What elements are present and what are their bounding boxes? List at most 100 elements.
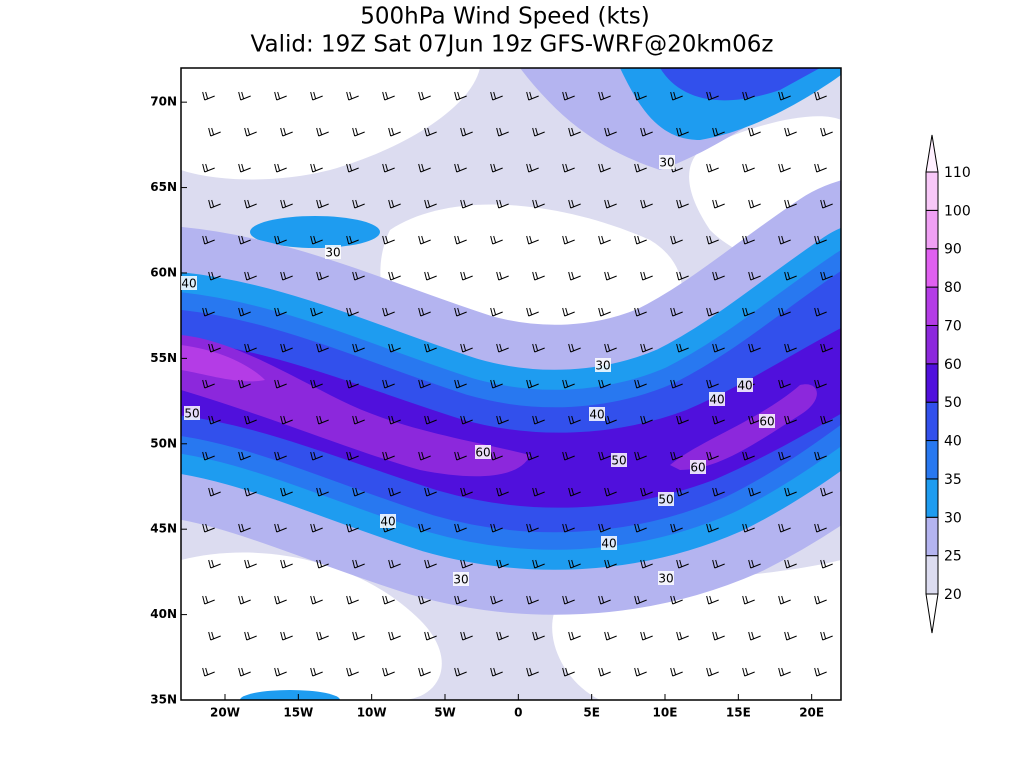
wind-barb [670,379,683,389]
wind-barb [562,163,575,173]
wind-barb [526,451,539,461]
wind-barb [238,307,251,317]
wind-barb [490,523,503,533]
wind-barb [388,199,401,209]
wind-barb [274,451,287,461]
wind-barb [202,667,215,677]
wind-barb [316,559,329,569]
contour-label: 40 [709,393,724,407]
colorbar-label: 70 [944,318,962,334]
wind-barb [748,487,761,497]
wind-barb [670,523,683,533]
wind-barb [676,199,689,209]
calm-area [181,552,442,700]
wind-barb [706,235,719,245]
wind-barb [490,667,503,677]
wind-barb [310,163,323,173]
wind-barb [604,559,617,569]
wind-barb [274,235,287,245]
wind-barb [208,487,221,497]
wind-barb [280,199,293,209]
wind-barb [244,559,257,569]
wind-barb [346,379,359,389]
wind-barb [634,91,647,101]
wind-barb [454,667,467,677]
contour-label: 30 [325,246,340,260]
contour-label: 30 [453,573,468,587]
wind-barb [568,415,581,425]
wind-barb [598,451,611,461]
wind-barb [274,667,287,677]
wind-barb [568,127,581,137]
contour-label: 40 [181,277,196,291]
x-tick-label: 20W [210,706,240,720]
wind-barb [712,487,725,497]
wind-barb [814,307,827,317]
wind-barb [352,415,365,425]
wind-barb [454,235,467,245]
wind-barb [460,487,473,497]
colorbar-label: 50 [944,395,962,411]
wind-barb [634,451,647,461]
wind-barb [316,271,329,281]
wind-barb [778,523,791,533]
contour-label-bg [595,358,611,372]
contour-label: 40 [601,537,616,551]
wind-barb [640,631,653,641]
wind-barb [748,271,761,281]
wind-barb [460,199,473,209]
contour-label-bg [759,414,775,428]
wind-barb [490,235,503,245]
wind-barb [712,631,725,641]
contour-label: 50 [611,454,626,468]
colorbar-extend-low [925,593,939,634]
x-tick-label: 10E [653,706,678,720]
wind-barb [784,199,797,209]
wind-barb [532,271,545,281]
wind-barb [784,487,797,497]
wind-barb [604,631,617,641]
x-tick-label: 5E [583,706,600,720]
wind-barb [670,667,683,677]
wind-barb [820,559,833,569]
wind-barb [562,307,575,317]
wind-barb [814,595,827,605]
wind-barb [820,343,833,353]
wind-barb [352,343,365,353]
wind-barb [424,487,437,497]
colorbar-box [925,555,939,595]
wind-barb [460,415,473,425]
wind-barb [496,415,509,425]
wind-barb [208,343,221,353]
wind-barb [418,163,431,173]
wind-barb [784,271,797,281]
wind-barb [820,127,833,137]
wind-barb [820,199,833,209]
wind-barb [778,451,791,461]
wind-barb [244,199,257,209]
wind-barb [202,91,215,101]
wind-barb [202,595,215,605]
contour-label: 30 [659,156,674,170]
wind-barb [208,631,221,641]
wind-barb [784,559,797,569]
colorbar-box [925,516,939,557]
wind-barb [598,595,611,605]
wind-barb [316,199,329,209]
colorbar-label: 40 [944,434,962,450]
colorbar-label: 100 [944,203,971,219]
wind-barb [490,91,503,101]
wind-barb [634,235,647,245]
wind-barb [388,631,401,641]
contour-label: 40 [737,379,752,393]
wind-barb [598,163,611,173]
wind-barb [352,487,365,497]
wind-barb [310,523,323,533]
wind-barb [310,307,323,317]
wind-barb [670,235,683,245]
contour-label: 40 [380,515,395,529]
wind-barb [634,667,647,677]
wind-barb [778,379,791,389]
colorbar-box [925,440,939,480]
wind-barb [454,307,467,317]
